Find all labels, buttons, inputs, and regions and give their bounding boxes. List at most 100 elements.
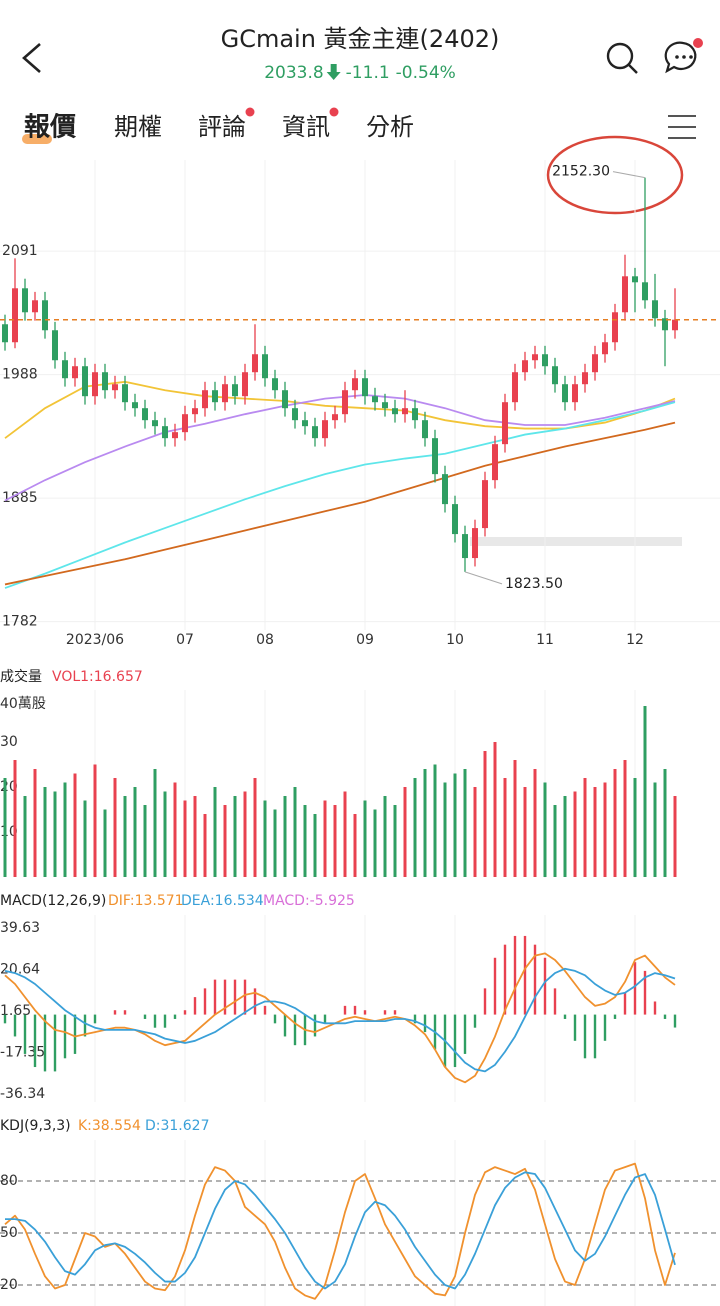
volume-bar — [13, 760, 17, 877]
macd-bar — [673, 1014, 677, 1028]
y-tick-label: -17.35 — [0, 1045, 45, 1061]
macd-bar — [533, 944, 537, 1015]
volume-bar — [93, 764, 97, 877]
candle-body — [282, 390, 288, 409]
volume-bar — [183, 800, 187, 877]
volume-bar — [223, 805, 227, 877]
candle-body — [102, 372, 108, 391]
macd-bar — [493, 957, 497, 1015]
macd-bar — [593, 1014, 597, 1059]
macd-bar — [193, 997, 197, 1015]
volume-bar — [473, 787, 477, 877]
volume-bar — [633, 778, 637, 877]
volume-bar — [563, 796, 567, 877]
tab[interactable]: 報價 — [24, 113, 77, 143]
y-tick-label: 20 — [0, 1277, 18, 1293]
x-tick-label: 2023/06 — [66, 632, 124, 648]
candle-body — [452, 504, 458, 535]
volume-bar — [113, 778, 117, 877]
macd-bar — [313, 1014, 317, 1037]
panel-title: 成交量 — [0, 668, 42, 685]
candle-body — [422, 420, 428, 439]
panel-title: KDJ(9,3,3) — [0, 1118, 71, 1134]
volume-bar — [103, 809, 107, 877]
panel-title: MACD(12,26,9) — [0, 893, 106, 909]
macd-bar — [293, 1014, 297, 1046]
macd-bar — [253, 988, 257, 1015]
volume-bar — [173, 782, 177, 877]
tab[interactable]: 期權 — [114, 113, 162, 141]
x-tick-label: 12 — [626, 632, 644, 648]
candle-body — [512, 372, 518, 403]
search-icon[interactable] — [606, 42, 638, 74]
menu-icon[interactable] — [668, 115, 696, 139]
volume-bar — [303, 805, 307, 877]
moving-average — [4, 401, 676, 589]
candle-body — [612, 312, 618, 343]
back-button[interactable] — [22, 43, 41, 73]
volume-bar — [243, 791, 247, 877]
annotation-leader — [612, 171, 646, 179]
macd-bar — [563, 1014, 567, 1019]
macd-bar — [113, 1010, 117, 1015]
legend: MACD:-5.925 — [263, 893, 355, 909]
y-tick-label: 20.64 — [0, 961, 40, 977]
volume-bar — [143, 805, 147, 877]
volume-bar — [523, 787, 527, 877]
chat-icon[interactable] — [664, 38, 703, 74]
volume-bar — [233, 796, 237, 877]
candle-body — [132, 402, 138, 409]
candle-body — [202, 390, 208, 409]
candle-body — [492, 444, 498, 481]
volume-bar — [203, 814, 207, 877]
volume-bar — [413, 778, 417, 877]
candle-body — [332, 414, 338, 421]
macd-bar — [273, 1014, 277, 1024]
candle-body — [122, 384, 128, 403]
tab[interactable]: 評論 — [198, 113, 246, 141]
macd-bar — [223, 979, 227, 1015]
volume-bar — [393, 805, 397, 877]
tab-indicator — [22, 134, 52, 144]
candle-body — [22, 288, 28, 313]
candle-body — [502, 402, 508, 445]
charts: 2023/06 07 08 09 10 11 12 2091 1988 1885 1782 2152.… — [0, 160, 720, 1306]
candle-body — [442, 474, 448, 505]
candle-body — [142, 408, 148, 421]
badge — [329, 107, 339, 117]
tab[interactable]: 資訊 — [282, 113, 330, 141]
volume-bar — [543, 782, 547, 877]
macd-bar — [583, 1014, 587, 1059]
candle-body — [602, 342, 608, 355]
volume-bar — [603, 782, 607, 877]
volume-bar — [353, 814, 357, 877]
volume-bar — [453, 773, 457, 877]
volume-bar — [643, 706, 647, 877]
volume-bar — [493, 742, 497, 877]
moving-average — [4, 421, 676, 586]
candle-body — [362, 378, 368, 397]
candle-body — [12, 288, 18, 343]
tab-bar: 報價 期權 評論 資訊 分析 — [22, 107, 414, 144]
macd-bar — [53, 1014, 57, 1072]
volume-bar — [293, 787, 297, 877]
candle-body — [402, 408, 408, 415]
volume-bar — [513, 760, 517, 877]
volume-bar — [463, 769, 467, 877]
volume-bar — [663, 769, 667, 877]
volume-bar — [673, 796, 677, 877]
x-tick-label: 07 — [176, 632, 194, 648]
tab[interactable]: 分析 — [366, 113, 414, 141]
macd-bar — [573, 1014, 577, 1041]
macd-bar — [283, 1014, 287, 1037]
y-tick-label: 1.65 — [0, 1003, 31, 1019]
volume-bar — [33, 769, 37, 877]
macd-bar — [323, 1014, 327, 1024]
badge — [245, 107, 255, 117]
x-tick-label: 11 — [536, 632, 554, 648]
candle-body — [172, 432, 178, 439]
volume-bar — [423, 769, 427, 877]
macd-bar — [513, 935, 517, 1015]
candle-body — [52, 330, 58, 361]
macd-bar — [183, 1010, 187, 1015]
